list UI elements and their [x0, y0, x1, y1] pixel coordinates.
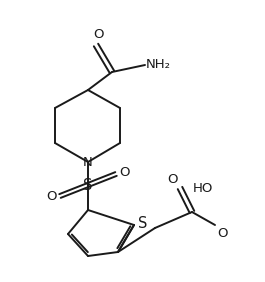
Text: S: S — [138, 217, 147, 232]
Text: O: O — [46, 190, 57, 202]
Text: NH₂: NH₂ — [146, 58, 171, 72]
Text: O: O — [167, 173, 178, 186]
Text: N: N — [83, 155, 93, 169]
Text: O: O — [119, 166, 130, 179]
Text: O: O — [93, 28, 103, 41]
Text: O: O — [217, 227, 227, 240]
Text: HO: HO — [193, 182, 213, 195]
Text: S: S — [83, 177, 93, 193]
